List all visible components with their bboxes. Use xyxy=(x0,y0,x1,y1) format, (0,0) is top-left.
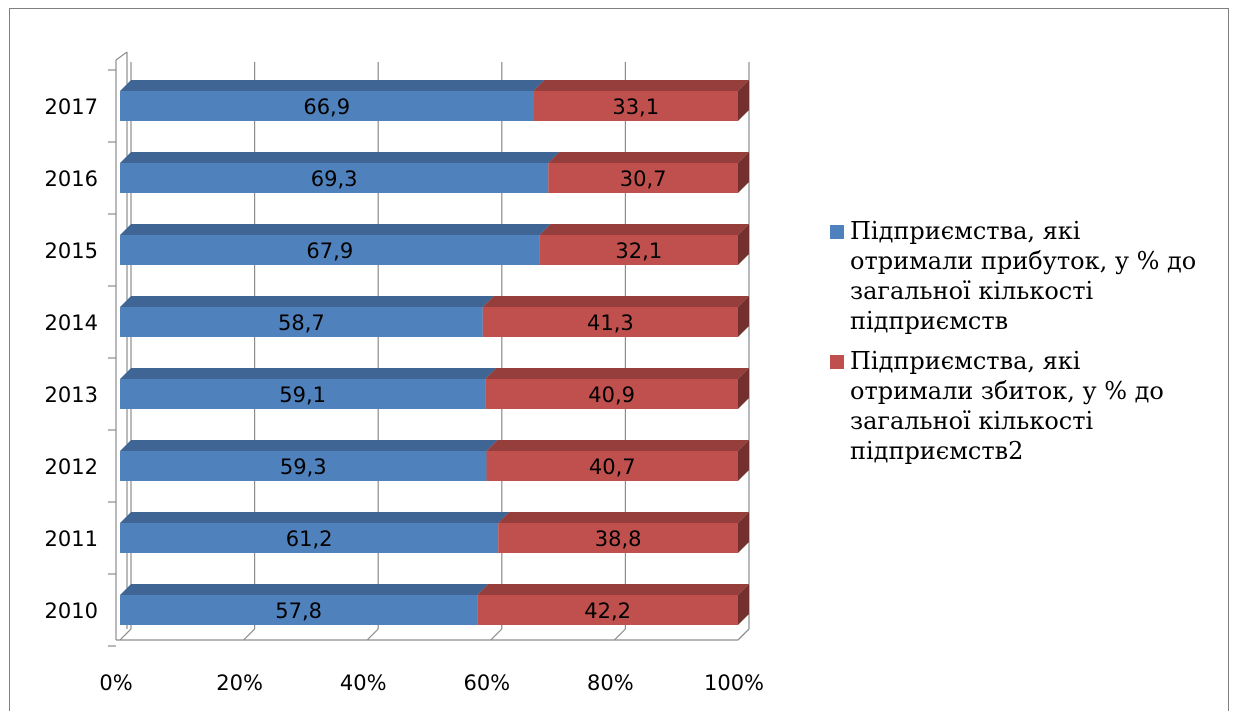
x-tick-labels: 0% 20% 40% 60% 80% 100% xyxy=(99,671,764,695)
bar-profit-2012: 59,3 xyxy=(120,440,498,481)
bar-loss-2015: 32,1 xyxy=(539,224,749,265)
x-axis-right xyxy=(737,628,750,641)
data-label: 59,1 xyxy=(279,383,326,407)
axes xyxy=(108,51,750,647)
data-label: 32,1 xyxy=(615,239,662,263)
bars: 57,8 42,2 61,2 38,8 59,3 40,7 59,1 40,9 58,7 41,3… xyxy=(120,80,749,625)
data-label: 69,3 xyxy=(311,167,358,191)
data-label: 33,1 xyxy=(612,95,659,119)
x-tick-label: 0% xyxy=(99,671,132,695)
x-tick-label: 40% xyxy=(340,671,387,695)
year-label: 2015 xyxy=(45,239,98,263)
data-label: 61,2 xyxy=(286,527,333,551)
data-label: 41,3 xyxy=(587,311,634,335)
bar-loss-2012: 40,7 xyxy=(486,440,749,481)
legend-swatch-profit xyxy=(830,225,844,239)
bar-profit-2011: 61,2 xyxy=(120,512,510,553)
bar-profit-2010: 57,8 xyxy=(120,584,489,625)
year-label: 2014 xyxy=(45,311,98,335)
year-label: 2012 xyxy=(45,455,98,479)
gridlines xyxy=(119,62,750,641)
year-label: 2017 xyxy=(45,95,98,119)
year-label: 2016 xyxy=(45,167,98,191)
bar-loss-2014: 41,3 xyxy=(482,296,749,337)
bar-profit-2014: 58,7 xyxy=(120,296,494,337)
floor-gridline xyxy=(366,628,379,641)
data-label: 42,2 xyxy=(584,599,631,623)
legend-swatch-loss xyxy=(830,355,844,369)
legend-label-loss: Підприємства, які отримали збиток, у % д… xyxy=(850,347,1164,465)
bar-loss-2013: 40,9 xyxy=(485,368,749,409)
floor-gridline xyxy=(119,628,132,641)
year-labels: 2010 2011 2012 2013 2014 2015 2016 2017 xyxy=(45,95,98,623)
year-label: 2011 xyxy=(45,527,98,551)
data-label: 57,8 xyxy=(275,599,322,623)
bar-profit-2017: 66,9 xyxy=(120,80,545,121)
legend: Підприємства, які отримали прибуток, у %… xyxy=(830,216,1225,476)
data-label: 40,9 xyxy=(588,383,635,407)
floor-gridline xyxy=(613,628,626,641)
bar-profit-2016: 69,3 xyxy=(120,152,560,193)
legend-item-loss: Підприємства, які отримали збиток, у % д… xyxy=(830,346,1225,466)
bar-profit-2013: 59,1 xyxy=(120,368,497,409)
legend-item-profit: Підприємства, які отримали прибуток, у %… xyxy=(830,216,1225,336)
data-label: 38,8 xyxy=(595,527,642,551)
data-label: 67,9 xyxy=(306,239,353,263)
legend-label-profit: Підприємства, які отримали прибуток, у %… xyxy=(850,217,1197,335)
x-tick-label: 60% xyxy=(463,671,510,695)
x-tick-label: 100% xyxy=(704,671,764,695)
x-tick-label: 80% xyxy=(587,671,634,695)
y-axis-top xyxy=(115,51,128,61)
data-label: 58,7 xyxy=(278,311,325,335)
year-label: 2010 xyxy=(45,599,98,623)
data-label: 40,7 xyxy=(589,455,636,479)
floor-gridline xyxy=(243,628,256,641)
floor-gridline xyxy=(490,628,503,641)
data-label: 59,3 xyxy=(280,455,327,479)
x-tick-label: 20% xyxy=(216,671,263,695)
bar-loss-2017: 33,1 xyxy=(533,80,749,121)
bar-profit-2015: 67,9 xyxy=(120,224,551,265)
data-label: 66,9 xyxy=(303,95,350,119)
bar-loss-2010: 42,2 xyxy=(477,584,749,625)
bar-loss-2011: 38,8 xyxy=(498,512,749,553)
year-label: 2013 xyxy=(45,383,98,407)
bar-loss-2016: 30,7 xyxy=(548,152,749,193)
data-label: 30,7 xyxy=(620,167,667,191)
